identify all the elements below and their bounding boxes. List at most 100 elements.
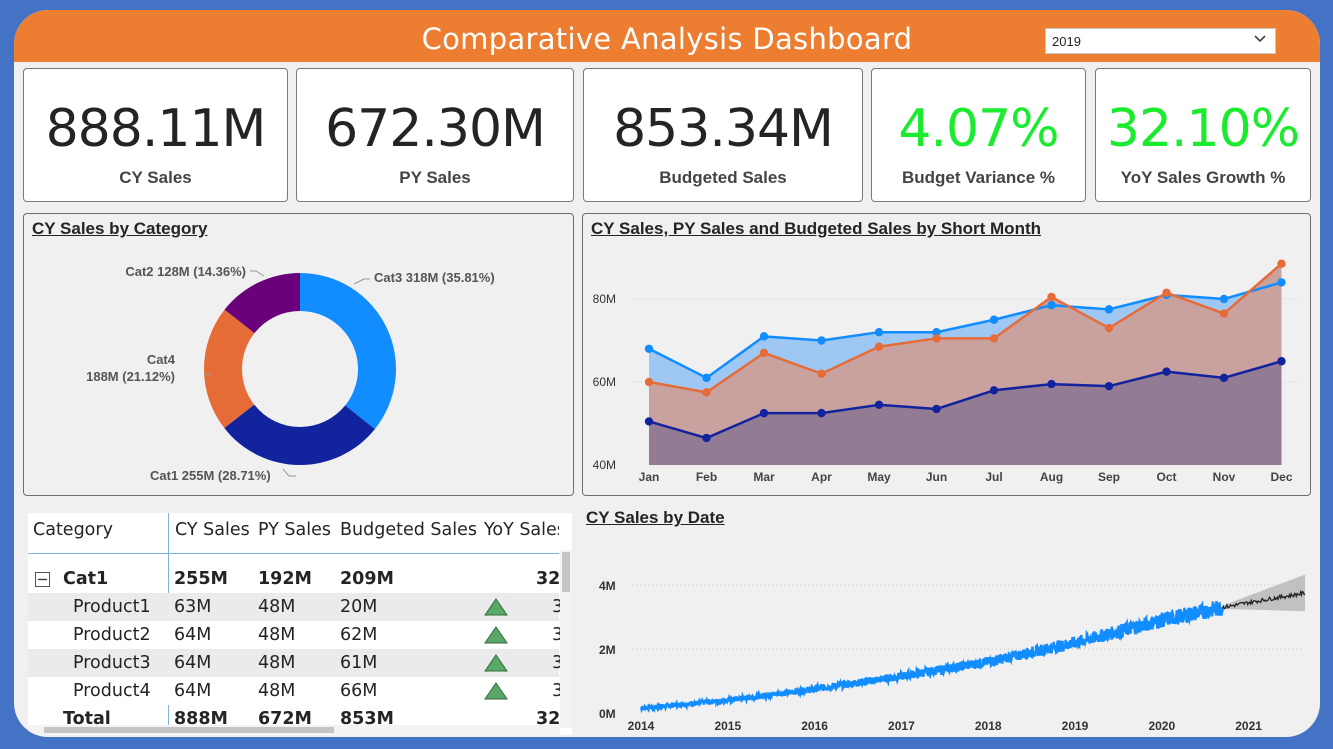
data-point[interactable] xyxy=(817,409,825,417)
year-filter-dropdown[interactable]: 2019 xyxy=(1045,28,1276,54)
column-header-py-sales[interactable]: PY Sales xyxy=(258,520,331,540)
x-tick-label: Dec xyxy=(1270,470,1292,484)
cell-category: Product2 xyxy=(73,625,151,645)
sales-matrix-table[interactable]: Category CY Sales PY Sales Budgeted Sale… xyxy=(28,513,572,735)
cell-py: 48M xyxy=(258,681,295,701)
donut-slice-cat1[interactable] xyxy=(224,405,375,465)
kpi-card-budget-variance[interactable]: 4.07% Budget Variance % xyxy=(871,68,1086,202)
data-point[interactable] xyxy=(990,334,998,342)
data-point[interactable] xyxy=(645,345,653,353)
donut-slice-cat3[interactable] xyxy=(300,273,396,429)
table-row-group[interactable]: Cat1 255M 192M 209M 32 xyxy=(28,565,559,593)
cell-category: Cat1 xyxy=(63,569,108,589)
month-chart-panel[interactable]: CY Sales, PY Sales and Budgeted Sales by… xyxy=(582,213,1311,496)
data-point[interactable] xyxy=(1220,309,1228,317)
x-tick-label: 2018 xyxy=(975,719,1002,733)
cell-cy: 64M xyxy=(174,653,211,673)
date-line-chart[interactable]: 4M 2M 0M 2014 2015 2016 2017 2018 2019 2020 2021 xyxy=(582,504,1311,734)
donut-slice-cat4[interactable] xyxy=(204,310,254,428)
x-tick-label: 2016 xyxy=(801,719,828,733)
triangle-up-icon xyxy=(484,626,508,644)
data-point[interactable] xyxy=(702,374,710,382)
x-tick-label: Oct xyxy=(1156,470,1176,484)
table-row[interactable]: Product2 64M 48M 62M 3 xyxy=(28,621,559,649)
data-point[interactable] xyxy=(1047,293,1055,301)
kpi-card-budgeted-sales[interactable]: 853.34M Budgeted Sales xyxy=(583,68,863,202)
leader-line xyxy=(354,279,370,284)
data-point[interactable] xyxy=(702,388,710,396)
data-point[interactable] xyxy=(932,334,940,342)
y-tick-label: 40M xyxy=(593,458,616,472)
scrollbar-thumb[interactable] xyxy=(44,727,334,733)
data-point[interactable] xyxy=(645,417,653,425)
date-chart-panel[interactable]: CY Sales by Date 4M 2M 0M 2014 2015 2016 2017 2… xyxy=(582,504,1311,734)
cell-category: Product1 xyxy=(73,597,151,617)
header-bar: Comparative Analysis Dashboard 2019 xyxy=(14,10,1320,62)
x-tick-label: Mar xyxy=(753,470,775,484)
data-point[interactable] xyxy=(1162,289,1170,297)
data-point[interactable] xyxy=(645,378,653,386)
data-point[interactable] xyxy=(875,328,883,336)
data-point[interactable] xyxy=(990,316,998,324)
cell-budget: 62M xyxy=(340,625,377,645)
horizontal-scrollbar[interactable] xyxy=(28,725,560,735)
y-tick-label: 80M xyxy=(593,292,616,306)
y-tick-label: 2M xyxy=(599,643,616,657)
leader-line xyxy=(250,271,264,276)
data-point[interactable] xyxy=(760,349,768,357)
data-point[interactable] xyxy=(1277,260,1285,268)
table-row[interactable]: Product1 63M 48M 20M 3 xyxy=(28,593,559,621)
x-tick-label: May xyxy=(867,470,891,484)
data-point[interactable] xyxy=(932,405,940,413)
x-tick-label: 2014 xyxy=(628,719,655,733)
cell-cy: 63M xyxy=(174,597,211,617)
category-donut-panel[interactable]: CY Sales by Category Cat3 318M (35.81%) … xyxy=(23,213,574,496)
data-point[interactable] xyxy=(1220,295,1228,303)
data-point[interactable] xyxy=(875,401,883,409)
data-point[interactable] xyxy=(702,434,710,442)
data-point[interactable] xyxy=(1047,380,1055,388)
header-divider xyxy=(28,553,559,554)
column-header-budgeted-sales[interactable]: Budgeted Sales xyxy=(340,520,477,540)
scrollbar-thumb[interactable] xyxy=(562,552,570,592)
y-tick-label: 60M xyxy=(593,375,616,389)
data-point[interactable] xyxy=(1220,374,1228,382)
kpi-value: 32.10% xyxy=(1096,99,1310,159)
cell-budget: 209M xyxy=(340,569,394,589)
cell-yoy: 32 xyxy=(536,569,560,589)
kpi-card-py-sales[interactable]: 672.30M PY Sales xyxy=(296,68,574,202)
data-point[interactable] xyxy=(990,386,998,394)
data-point[interactable] xyxy=(1047,301,1055,309)
donut-label-cat2: Cat2 128M (14.36%) xyxy=(125,264,246,279)
cell-budget: 66M xyxy=(340,681,377,701)
data-point[interactable] xyxy=(1277,278,1285,286)
kpi-value: 672.30M xyxy=(297,99,573,159)
kpi-card-cy-sales[interactable]: 888.11M CY Sales xyxy=(23,68,288,202)
collapse-minus-icon[interactable] xyxy=(35,572,50,587)
cell-cy: 255M xyxy=(174,569,228,589)
data-point[interactable] xyxy=(1105,324,1113,332)
data-point[interactable] xyxy=(760,332,768,340)
data-point[interactable] xyxy=(760,409,768,417)
data-point[interactable] xyxy=(1162,367,1170,375)
column-header-cy-sales[interactable]: CY Sales xyxy=(175,520,250,540)
table-row[interactable]: Product4 64M 48M 66M 3 xyxy=(28,677,559,705)
kpi-card-yoy-growth[interactable]: 32.10% YoY Sales Growth % xyxy=(1095,68,1311,202)
data-point[interactable] xyxy=(875,343,883,351)
cell-category: Product4 xyxy=(73,681,151,701)
column-header-category[interactable]: Category xyxy=(33,520,113,540)
donut-label-cat4: Cat4 xyxy=(147,352,176,367)
month-area-chart[interactable]: 80M 60M 40M Jan Feb Mar Apr May Jun Jul Aug Sep Oct N… xyxy=(583,214,1310,495)
vertical-scrollbar[interactable] xyxy=(560,550,572,728)
data-point[interactable] xyxy=(817,336,825,344)
column-header-yoy-sales[interactable]: YoY Sales xyxy=(484,520,559,540)
data-point[interactable] xyxy=(1277,357,1285,365)
kpi-value: 888.11M xyxy=(24,99,287,159)
triangle-up-icon xyxy=(484,682,508,700)
data-point[interactable] xyxy=(1105,382,1113,390)
data-point[interactable] xyxy=(1105,305,1113,313)
table-row[interactable]: Product3 64M 48M 61M 3 xyxy=(28,649,559,677)
data-point[interactable] xyxy=(817,370,825,378)
x-tick-label: 2020 xyxy=(1148,719,1175,733)
donut-chart[interactable]: Cat3 318M (35.81%) Cat1 255M (28.71%) Ca… xyxy=(24,214,573,495)
